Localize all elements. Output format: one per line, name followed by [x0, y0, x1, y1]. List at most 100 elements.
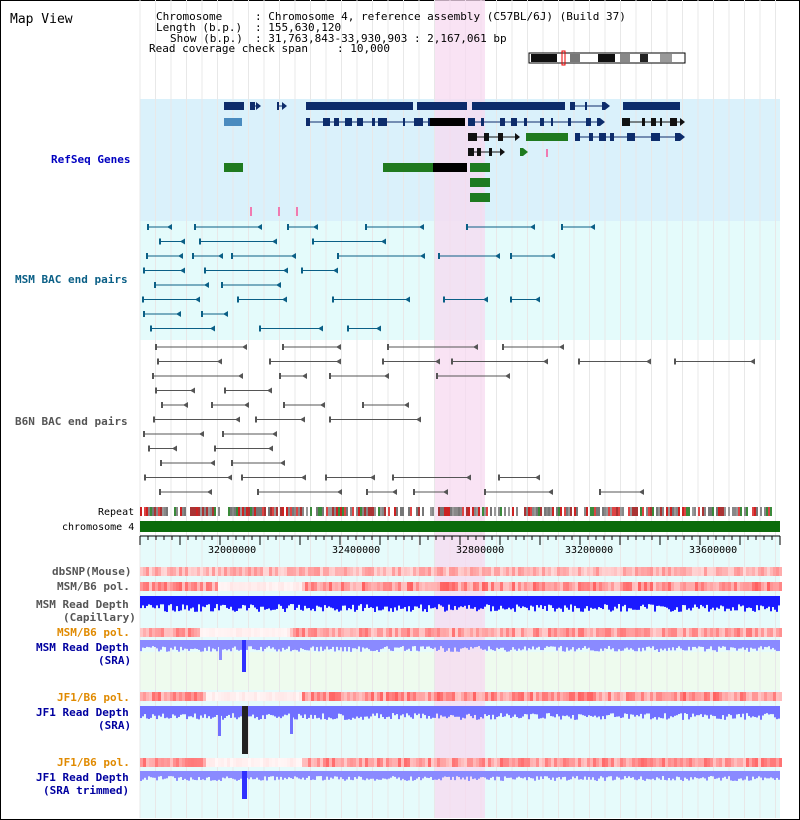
read-depth-bar — [654, 596, 656, 612]
gene-exon — [599, 133, 606, 141]
pol-heat-cell — [473, 692, 476, 701]
chromosome-ideogram-icon[interactable] — [528, 50, 686, 66]
repeat-mark — [662, 507, 664, 516]
read-depth-bar — [674, 640, 676, 651]
jf1-b6-pol-label: JF1/B6 pol. — [57, 691, 130, 704]
read-depth-bar — [424, 771, 426, 777]
read-depth-bar — [268, 771, 270, 778]
gene-strand-arrow — [500, 148, 505, 156]
read-depth-bar — [666, 706, 668, 720]
gene-exon — [610, 133, 614, 141]
pol-heat-cell — [350, 692, 353, 701]
read-depth-bar — [176, 640, 178, 651]
read-depth-bar — [734, 640, 736, 649]
polymorphism-heat-tracks[interactable] — [140, 567, 782, 767]
pol-heat-cell — [491, 692, 494, 701]
pol-heat-cell — [530, 692, 533, 701]
refseq-genes-track[interactable] — [224, 102, 685, 216]
read-depth-bar — [586, 640, 588, 649]
repeat-mark — [628, 507, 630, 516]
pol-heat-cell — [503, 567, 506, 576]
pol-heat-cell — [272, 692, 275, 701]
read-depth-bar — [210, 596, 212, 612]
pol-heat-cell — [290, 692, 293, 701]
read-depth-bar — [218, 771, 220, 780]
read-depth-bar — [228, 596, 230, 609]
pol-heat-cell — [563, 692, 566, 701]
pol-heat-cell — [227, 758, 230, 767]
repeat-mark — [204, 507, 206, 516]
read-depth-bar — [690, 596, 692, 611]
read-depth-bar — [646, 640, 648, 647]
read-depth-bar — [702, 640, 704, 647]
pol-heat-cell — [374, 628, 377, 637]
pol-heat-cell — [725, 758, 728, 767]
read-depth-bar — [698, 706, 700, 716]
repeat-mark — [602, 507, 604, 516]
pol-heat-cell — [776, 582, 779, 591]
read-depth-bar — [768, 596, 770, 607]
read-depth-bar — [214, 596, 216, 609]
pol-heat-cell — [641, 567, 644, 576]
b6n-bac-pair-end — [337, 489, 342, 495]
pol-heat-cell — [605, 758, 608, 767]
read-depth-bar — [572, 706, 574, 715]
read-depth-bar — [198, 706, 200, 720]
repeat-track[interactable] — [140, 507, 772, 516]
pol-heat-cell — [143, 567, 146, 576]
msm-bac-end-pairs-track[interactable] — [142, 224, 595, 332]
read-depth-bar — [656, 706, 658, 720]
read-depth-bar — [684, 640, 686, 651]
repeat-mark — [338, 507, 340, 516]
repeat-mark — [310, 507, 312, 516]
read-depth-bar — [536, 771, 538, 777]
chromosome-4-bar[interactable] — [140, 521, 780, 532]
b6n-bac-end-pairs-track[interactable] — [143, 344, 755, 495]
read-depth-bar — [502, 706, 504, 717]
repeat-mark — [214, 507, 216, 516]
pol-heat-cell — [311, 567, 314, 576]
pol-heat-cell — [239, 692, 242, 701]
repeat-mark — [230, 507, 232, 516]
pol-heat-cell — [611, 758, 614, 767]
pol-heat-cell — [773, 582, 776, 591]
pol-heat-cell — [311, 582, 314, 591]
pol-heat-cell — [401, 567, 404, 576]
read-depth-bar — [768, 640, 770, 647]
pol-heat-cell — [227, 628, 230, 637]
pol-heat-cell — [290, 628, 293, 637]
pol-heat-cell — [587, 628, 590, 637]
repeat-mark — [182, 507, 184, 516]
read-depth-bar — [590, 640, 592, 651]
pol-heat-cell — [758, 567, 761, 576]
pol-heat-cell — [335, 567, 338, 576]
gene-exon — [498, 133, 503, 141]
read-depth-bar — [428, 640, 430, 647]
read-depth-bar — [612, 706, 614, 714]
read-depth-bar — [282, 596, 284, 609]
read-depth-bar — [146, 706, 148, 719]
pol-heat-cell — [560, 628, 563, 637]
pol-heat-cell — [518, 692, 521, 701]
pol-heat-cell — [668, 582, 671, 591]
read-depth-bar — [362, 771, 364, 780]
read-depth-bar — [168, 706, 170, 719]
read-depth-bar — [560, 706, 562, 720]
read-depth-bar — [714, 640, 716, 651]
pol-heat-cell — [434, 758, 437, 767]
pol-heat-cell — [407, 758, 410, 767]
pol-heat-cell — [740, 758, 743, 767]
read-depth-tracks[interactable] — [140, 596, 780, 799]
read-depth-bar — [516, 771, 518, 778]
pol-heat-cell — [557, 628, 560, 637]
read-depth-bar — [508, 596, 510, 608]
b6n-bac-pair-end — [227, 474, 232, 481]
read-depth-bar — [196, 596, 198, 612]
read-depth-bar — [452, 640, 454, 652]
pol-heat-cell — [350, 582, 353, 591]
read-depth-bar — [772, 640, 774, 648]
gene-block — [430, 118, 465, 126]
b6n-bac-pair-end — [241, 474, 243, 481]
pol-heat-cell — [176, 758, 179, 767]
